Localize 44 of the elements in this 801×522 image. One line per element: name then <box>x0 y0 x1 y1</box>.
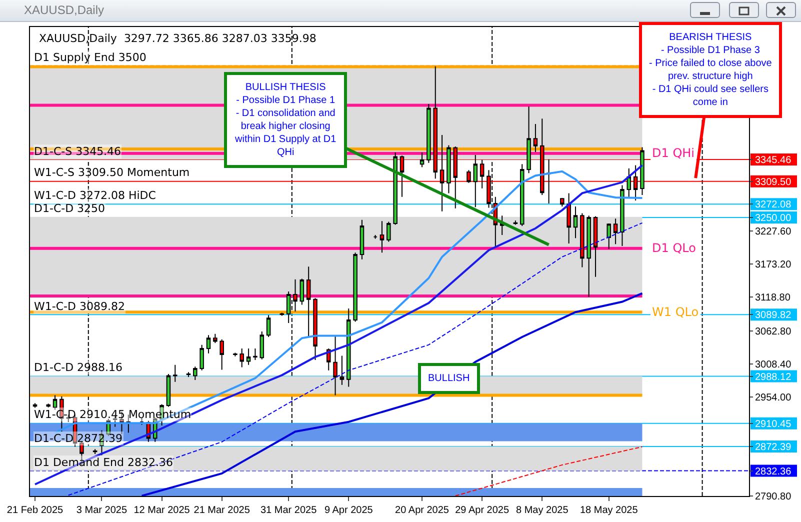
x-tick-label: 21 Feb 2025 <box>6 505 64 516</box>
y-tick-label: 2832.36 <box>755 466 792 478</box>
y-tick-label: 3118.80 <box>755 292 791 304</box>
ref-line-label: W1-C-D 3272.08 HiDC <box>34 189 156 202</box>
ref-line-label: D1-C-D 2872.39 <box>34 432 123 445</box>
ref-line-label: D1 Demand End 2832.36 <box>34 456 173 469</box>
text: XAUUSD,Daily 3297.72 3365.86 3287.03 3359.98 <box>39 32 316 45</box>
x-tick-label: 9 Apr 2025 <box>324 505 374 516</box>
annotation: BULLISH <box>428 373 470 384</box>
annotation: D1 QLo <box>652 241 696 255</box>
annotation: BEARISH THESIS - Possible D1 Phase 3 - Price failed to close above prev. structure high - D1 QHi could see sellers come in <box>649 32 772 108</box>
ref-line-label: D1-C-D 3250 <box>34 202 106 215</box>
y-tick-label: 2790.80 <box>755 492 792 502</box>
chart-title: XAUUSD,Daily <box>24 3 104 17</box>
y-tick-label: 3345.46 <box>755 155 792 166</box>
x-tick-label: 3 Mar 2025 <box>76 505 128 516</box>
x-tick-label: 20 Apr 2025 <box>395 505 450 516</box>
ref-line-label: D1 Supply End 3500 <box>34 51 146 64</box>
y-tick-label: 3250.00 <box>755 212 792 224</box>
y-tick-label: 2988.12 <box>755 372 792 383</box>
y-tick-label: 3173.20 <box>755 260 792 271</box>
x-tick-label: 21 Mar 2025 <box>194 505 250 516</box>
y-tick-label: 3227.60 <box>755 226 792 238</box>
y-tick-label: 3062.80 <box>755 326 792 338</box>
y-tick-label: 2954.00 <box>755 392 792 404</box>
ref-line-label: W1-C-S 3309.50 Momentum <box>34 166 190 179</box>
y-tick-label: 3309.50 <box>755 176 792 188</box>
y-tick-label: 2872.39 <box>755 442 792 454</box>
y-tick-label: 2910.45 <box>755 418 792 430</box>
y-tick-label: 3089.82 <box>755 310 792 322</box>
x-tick-label: 29 Apr 2025 <box>455 505 510 516</box>
ref-line-label: D1-C-S 3345.46 <box>34 145 122 158</box>
annotation: BULLISH THESIS - Possible D1 Phase 1 - D1 consolidation and break higher closing within D1 Supply at D1 QHi <box>234 82 337 158</box>
ref-line-label: W1-C-D 3089.82 <box>34 300 125 313</box>
annotation: D1 QHi <box>652 146 694 160</box>
y-tick-label: 3272.08 <box>755 200 792 211</box>
y-tick-label: 3008.40 <box>755 360 792 371</box>
ref-line-label: D1-C-D 2988.16 <box>34 361 123 374</box>
x-tick-label: 18 May 2025 <box>580 505 638 516</box>
annotation: W1 QLo <box>652 305 699 319</box>
ref-line-label: W1-C-D 2910.45 Momentum <box>34 408 192 421</box>
x-tick-label: 31 Mar 2025 <box>260 505 318 516</box>
x-tick-label: 12 Mar 2025 <box>134 505 190 516</box>
x-tick-label: 8 May 2025 <box>516 505 569 516</box>
